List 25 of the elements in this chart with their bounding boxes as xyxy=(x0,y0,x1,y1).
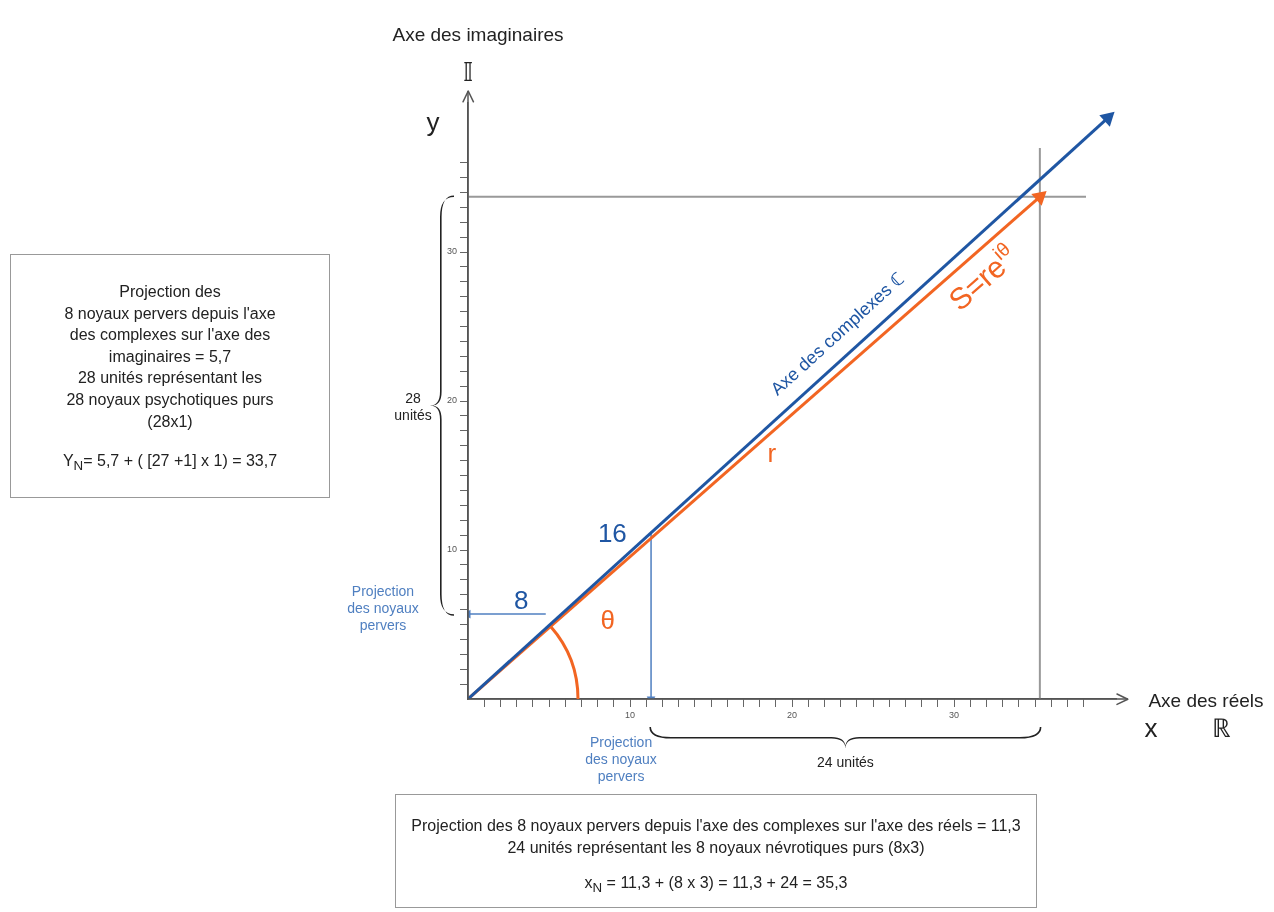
text: 𝕀 xyxy=(463,57,473,87)
text: Projection des noyaux pervers xyxy=(347,583,419,633)
annotation: θ xyxy=(600,604,616,635)
text: Projection des 8 noyaux pervers depuis l'axe des complexes sur l'axe des imaginaires = 5,7 28 unités représentant les 28 noyaux psychotiques purs (28x1) xyxy=(63,282,277,432)
y-tick-label: 20 xyxy=(446,395,457,406)
text: x$_{N}$ = 11,3 + (8 x 3) = 11,3 + 24 = 35,3 xyxy=(583,873,849,898)
text: Projection des 8 noyaux pervers depuis l'axe des complexes sur l'axe des réels = 11,3 24 unités représentant les 8 noyaux névrotiques purs (8x3) xyxy=(410,816,1022,858)
text: y xyxy=(426,107,440,137)
text: ℝ xyxy=(1211,713,1231,743)
text: x xyxy=(1144,713,1158,743)
x-axis-title: Axe des réels xyxy=(1148,690,1264,711)
annotation: S=reiθ xyxy=(942,237,1015,317)
text: 28 unités xyxy=(394,390,432,423)
x-tick-label: 30 xyxy=(948,709,960,720)
y-axis-title: Axe des imaginaires xyxy=(392,24,564,45)
text: 24 unités xyxy=(817,754,874,770)
y-tick-label: 30 xyxy=(446,246,457,257)
y-tick-label: 10 xyxy=(446,544,457,555)
text: Projection des noyaux pervers xyxy=(585,734,657,784)
x-tick-label: 10 xyxy=(624,709,636,720)
annotation: r xyxy=(767,437,777,468)
annotation: 16 xyxy=(597,517,627,548)
x-tick-label: 20 xyxy=(786,709,798,720)
text: Y$_{N}$= 5,7 + ( [27 +1] x 1) = 33,7 xyxy=(61,451,279,476)
annotation: 8 xyxy=(513,585,529,616)
